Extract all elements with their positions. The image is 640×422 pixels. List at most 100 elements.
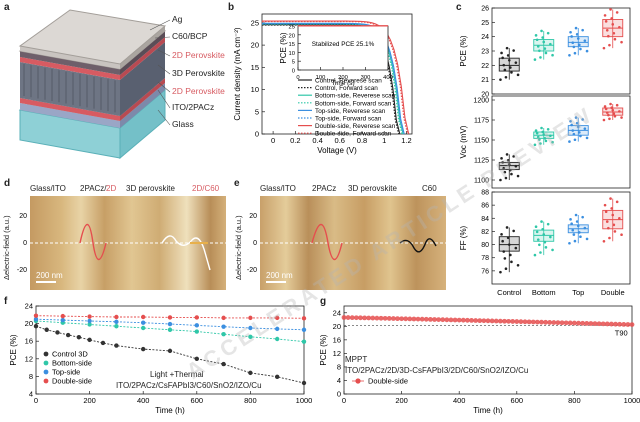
y-tick-label: 4 bbox=[29, 390, 33, 399]
box-point bbox=[539, 251, 542, 254]
mppt-point bbox=[469, 318, 474, 323]
y-tick-label: 5 bbox=[292, 60, 295, 66]
mppt-point bbox=[596, 321, 602, 327]
panel-letter-b: b bbox=[228, 2, 235, 13]
mppt-point bbox=[567, 320, 573, 326]
layer-label-3d-perovskite: 3D Perovskite bbox=[172, 68, 225, 78]
box-point bbox=[544, 246, 548, 249]
box-point bbox=[602, 46, 606, 50]
legend-entry: Bottom-side, Forward scan bbox=[315, 100, 392, 107]
category-label: Top bbox=[572, 288, 584, 297]
stability-point bbox=[167, 348, 173, 354]
mppt-point bbox=[600, 321, 606, 327]
y-tick-label: 22 bbox=[481, 63, 489, 70]
mppt-point bbox=[604, 321, 610, 327]
mppt-point bbox=[378, 315, 384, 321]
y-axis-label: PCE (%) bbox=[279, 32, 288, 63]
box-point bbox=[512, 229, 515, 233]
x-tick-label: 400 bbox=[383, 75, 393, 81]
box-point bbox=[602, 239, 606, 243]
box-point bbox=[615, 200, 619, 204]
x-tick-label: 0.4 bbox=[312, 136, 322, 145]
box-point bbox=[536, 45, 540, 48]
stability-point bbox=[114, 314, 119, 320]
x-tick-label: 1.2 bbox=[401, 136, 411, 145]
box-point bbox=[503, 68, 507, 72]
mppt-point bbox=[411, 316, 417, 322]
plot-frame bbox=[491, 191, 631, 285]
y-axis-label: FF (%) bbox=[459, 225, 468, 250]
y-tick-label: 8 bbox=[337, 362, 341, 371]
plot-frame bbox=[491, 95, 631, 189]
mppt-point bbox=[613, 321, 618, 327]
box-point bbox=[579, 235, 582, 239]
mppt-point bbox=[366, 315, 372, 321]
stability-point bbox=[248, 325, 253, 331]
box-point bbox=[534, 34, 538, 37]
y-tick-label: 84 bbox=[481, 216, 489, 223]
box-point bbox=[533, 58, 537, 61]
box-point bbox=[607, 34, 610, 38]
box-point bbox=[510, 71, 513, 74]
box-point bbox=[570, 123, 573, 127]
mppt-point bbox=[563, 320, 569, 326]
box-point bbox=[549, 134, 552, 138]
x-tick-label: 300 bbox=[361, 75, 371, 81]
map-e-ylabel: Δelectric-field (a.u.) bbox=[234, 215, 243, 280]
box-point bbox=[504, 176, 508, 180]
stability-point bbox=[301, 316, 307, 321]
stability-point bbox=[221, 331, 226, 337]
box-point bbox=[546, 31, 550, 35]
legend-marker bbox=[43, 369, 49, 375]
stability-point bbox=[301, 380, 307, 386]
y-tick-label: 86 bbox=[481, 203, 489, 210]
box-point bbox=[544, 139, 548, 143]
box-point bbox=[568, 241, 571, 245]
mppt-point bbox=[534, 319, 540, 325]
box-point bbox=[504, 75, 508, 79]
mppt-point bbox=[407, 316, 413, 322]
y-tick-label: 1175 bbox=[474, 118, 489, 125]
stability-point bbox=[194, 315, 199, 320]
x-tick-label: 0 bbox=[296, 75, 299, 81]
field-trace-right bbox=[161, 235, 211, 271]
mppt-point bbox=[526, 319, 532, 325]
x-tick-label: 400 bbox=[137, 396, 150, 405]
category-label: Bottom bbox=[532, 288, 556, 297]
mppt-point bbox=[514, 319, 520, 324]
mppt-point bbox=[465, 317, 470, 323]
box-point bbox=[514, 164, 518, 168]
legend-entry: Double-side bbox=[368, 377, 408, 386]
mppt-point bbox=[386, 316, 392, 321]
legend-marker bbox=[43, 351, 49, 357]
box-point bbox=[573, 138, 577, 142]
layer-label-2d-perovskite-top: 2D Perovskite bbox=[172, 50, 225, 60]
box-plot-chart: 20 21 22 23 24 25 26 PCE (%) 1100 1125 1150 1175 120… bbox=[459, 6, 631, 297]
mppt-point bbox=[428, 316, 433, 322]
box-point bbox=[500, 51, 503, 55]
box-point bbox=[611, 108, 615, 112]
stability-point bbox=[44, 327, 49, 332]
box-point bbox=[541, 228, 544, 231]
stability-point bbox=[275, 374, 280, 380]
box-point bbox=[544, 51, 548, 55]
plot-frame bbox=[343, 305, 633, 395]
box-point bbox=[514, 246, 518, 250]
panel-letter-c: c bbox=[456, 2, 462, 13]
y-tick-label: 1150 bbox=[474, 138, 489, 145]
box-point bbox=[612, 223, 616, 227]
panel-letter-e: e bbox=[234, 178, 240, 189]
y-tick-label: 10 bbox=[289, 51, 295, 57]
box-point bbox=[509, 253, 512, 257]
legend-entry: Double-side, Forward scan bbox=[315, 131, 392, 138]
y-tick-label: -20 bbox=[247, 267, 257, 274]
box-point bbox=[608, 117, 611, 121]
category-label: Double bbox=[601, 288, 625, 297]
box-point bbox=[585, 237, 589, 241]
pvk2d-top-side bbox=[120, 37, 165, 80]
box-point bbox=[501, 239, 504, 243]
y-tick-label: 20 bbox=[25, 319, 33, 328]
mppt-point bbox=[485, 318, 491, 324]
x-tick-label: 1000 bbox=[624, 396, 640, 405]
perovskite-grain-lines bbox=[23, 64, 116, 113]
